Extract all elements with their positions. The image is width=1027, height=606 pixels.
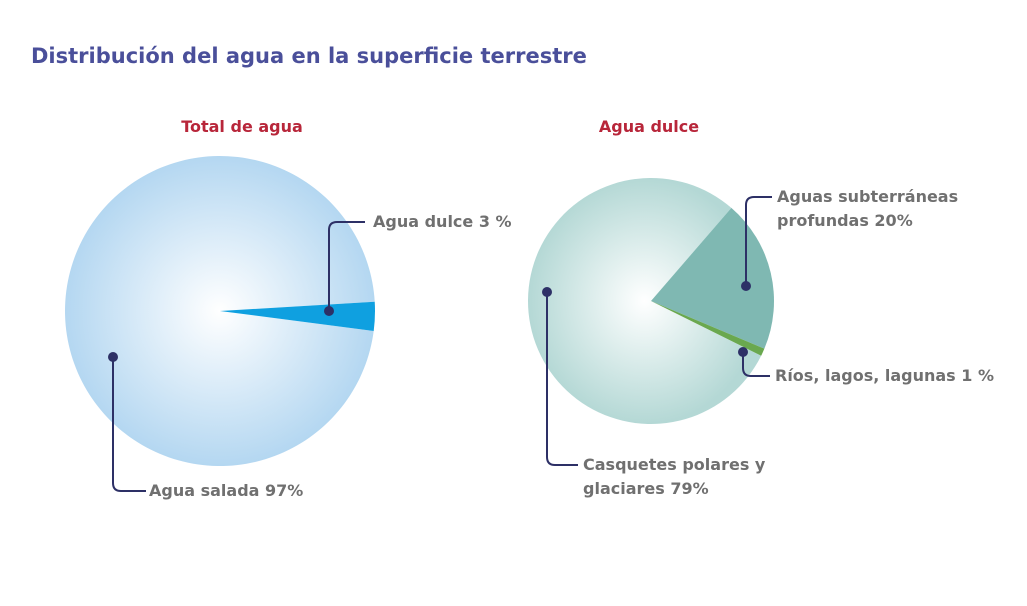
leader-line-fresh (328, 221, 365, 311)
pie-slice-ice-caps (527, 177, 762, 424)
label-fresh-water: Agua dulce 3 % (373, 212, 512, 231)
pie-slice-salt-water (65, 155, 375, 466)
leader-line-ice (546, 292, 578, 466)
chart-title-total: Total de agua (181, 117, 303, 136)
leader-dot-fresh (324, 306, 334, 316)
label-salt-water: Agua salada 97% (149, 481, 304, 500)
leader-dot-rivers (738, 347, 748, 357)
leader-dot-ice (542, 287, 552, 297)
page-title: Distribución del agua en la superficie t… (31, 44, 587, 68)
leader-dot-salt (108, 352, 118, 362)
pie-slice-groundwater (651, 207, 774, 349)
leader-line-rivers (742, 352, 770, 377)
label-groundwater: Aguas subterráneas profundas 20% (777, 187, 959, 230)
pie-fresh-water (527, 177, 774, 424)
chart-title-fresh: Agua dulce (598, 117, 700, 136)
leader-dot-ground (741, 281, 751, 291)
label-rivers-lakes: Ríos, lagos, lagunas 1 % (775, 366, 995, 385)
leader-line-salt (112, 357, 146, 492)
leader-line-ground (745, 196, 772, 286)
label-ice-caps: Casquetes polares y glaciares 79% (583, 455, 766, 498)
pie-slice-fresh-water (220, 301, 376, 331)
pie-slice-rivers-lakes (651, 301, 765, 356)
pie-total-water (65, 155, 376, 466)
